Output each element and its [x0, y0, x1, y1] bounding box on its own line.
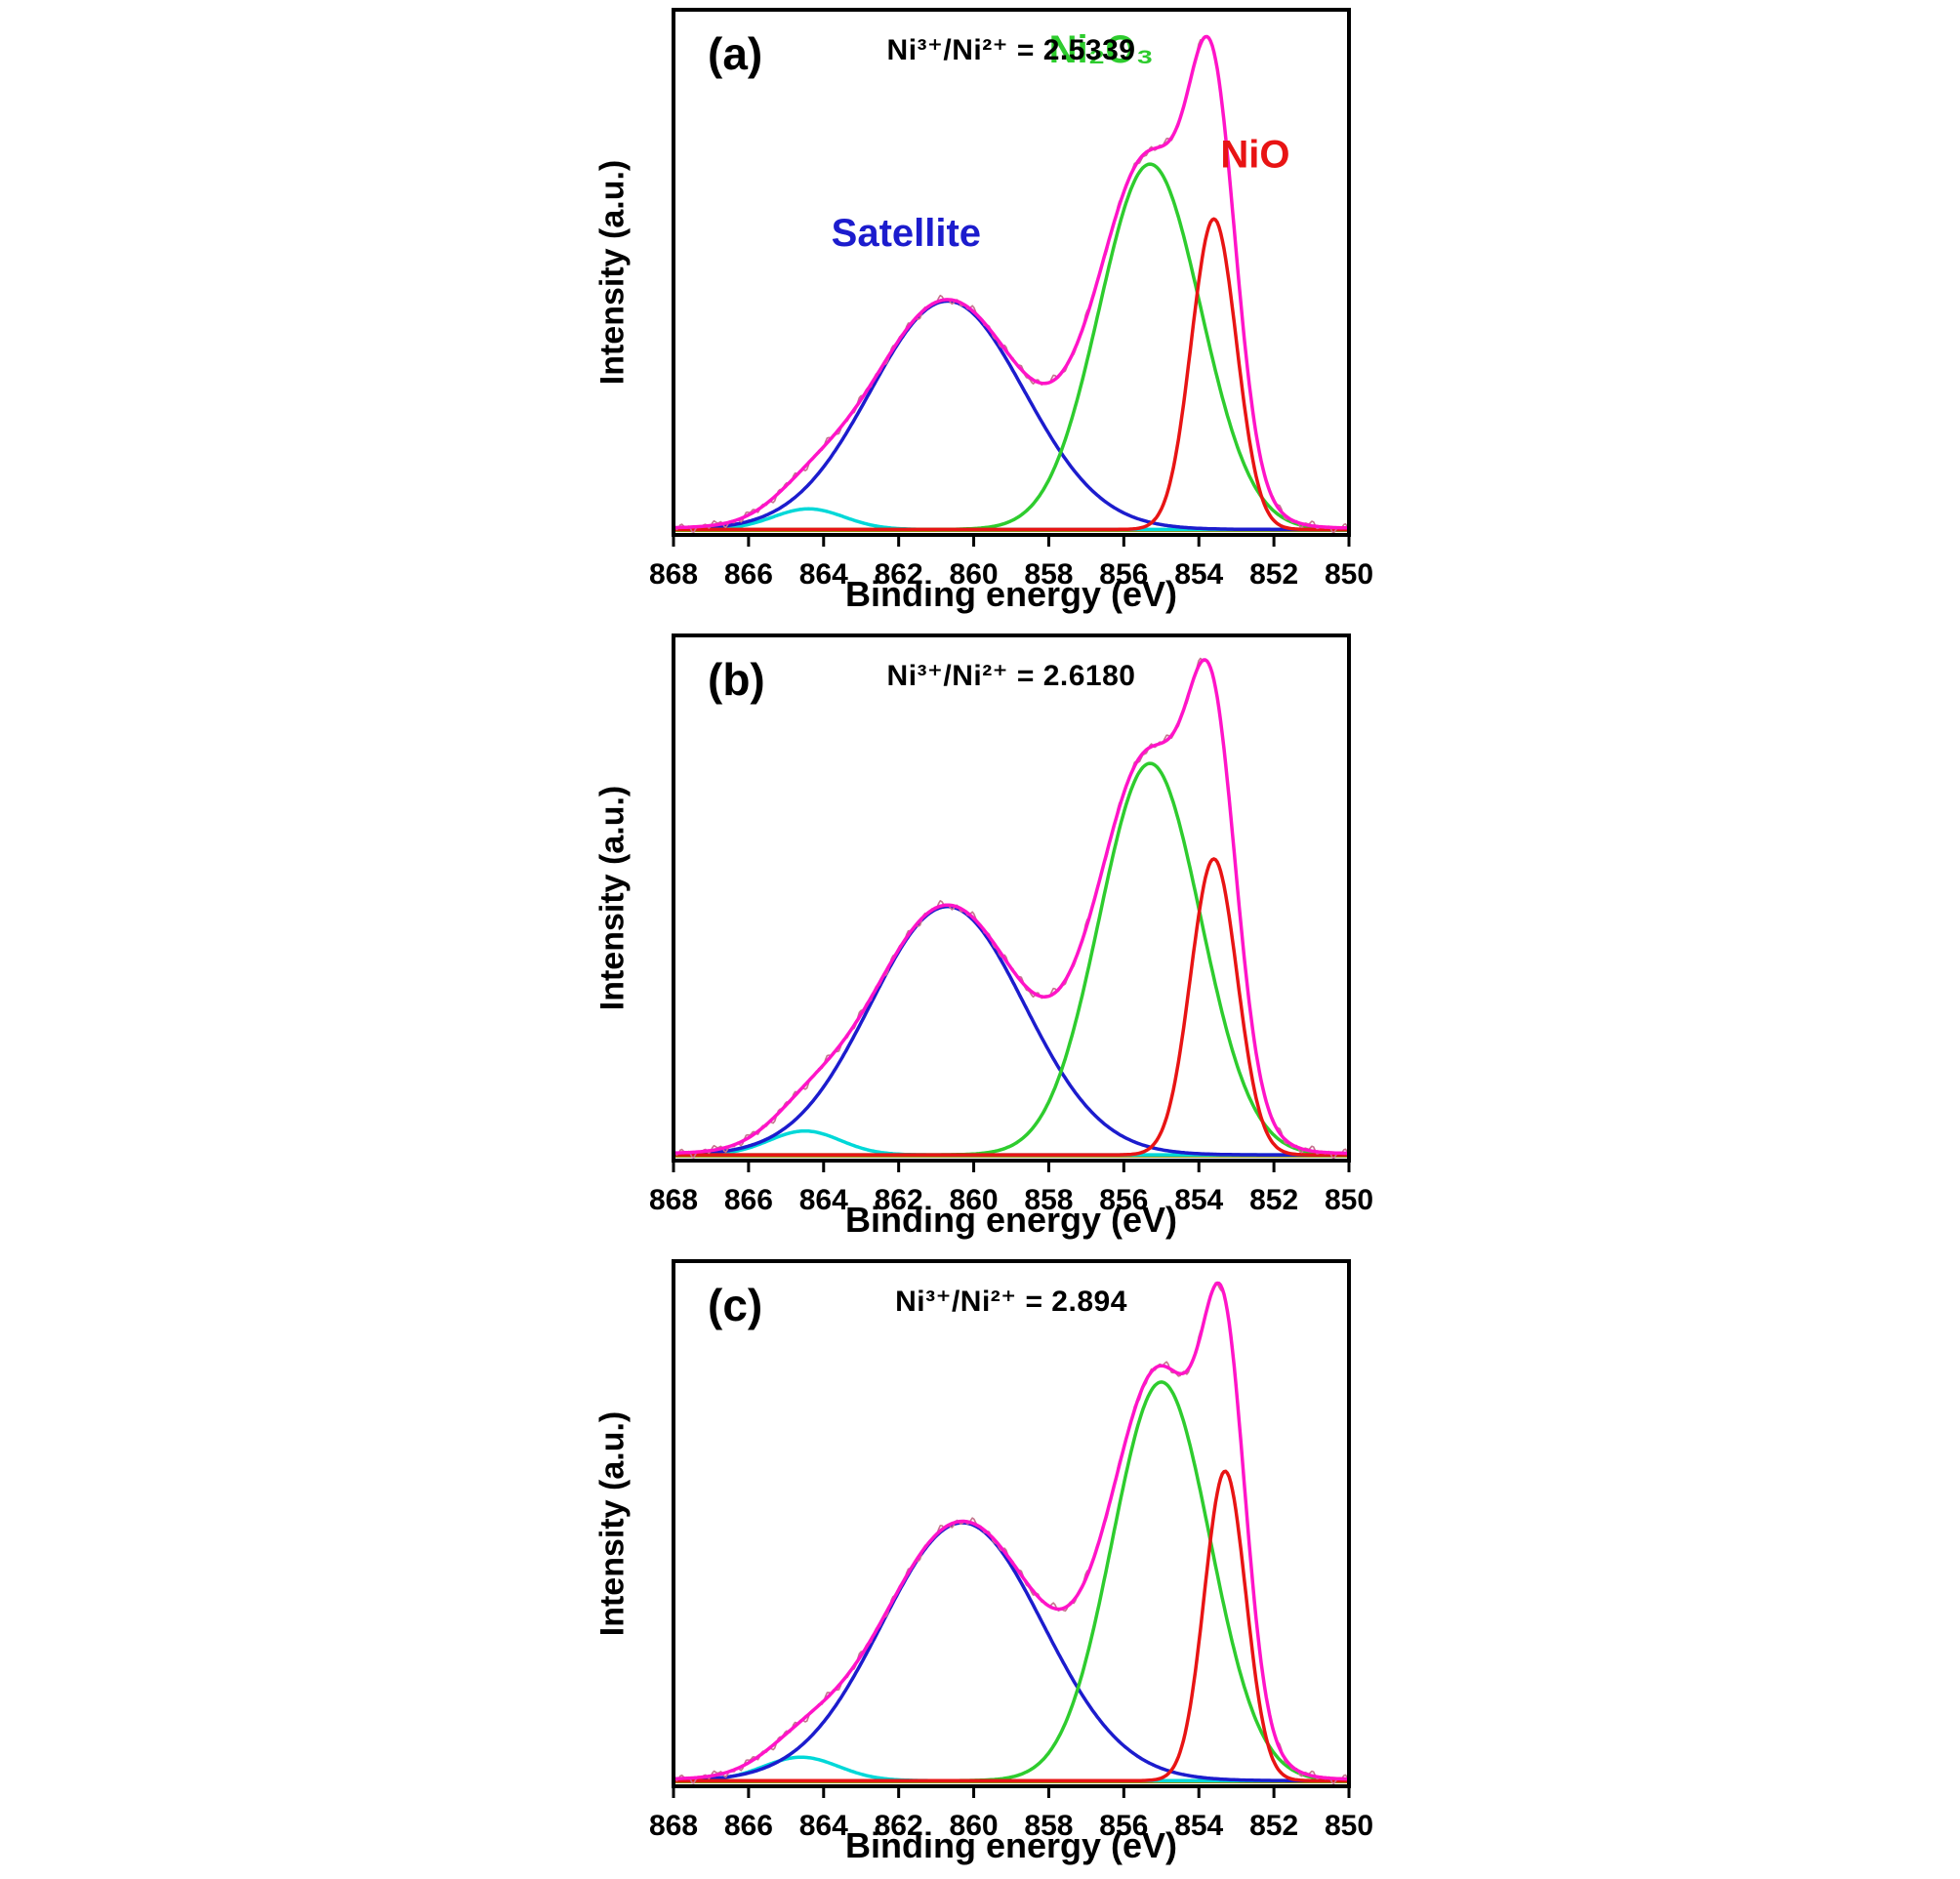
plot-border: [672, 1259, 1351, 1788]
x-tick-label: 852: [1249, 558, 1298, 591]
x-tick-label: 862: [875, 1810, 923, 1842]
series-ni₂o₃: [672, 1380, 1351, 1782]
x-axis-label-c: Binding energy (eV): [844, 1825, 1178, 1865]
series-ni₂o₃: [672, 761, 1351, 1157]
panel-a: 868 866 864 862 860 858 856 854 852 850 Satellite N…: [0, 0, 1960, 626]
x-tick-label: 854: [1174, 1184, 1223, 1216]
series-ni₂o₃: [672, 162, 1351, 532]
plot-border: [672, 8, 1351, 537]
x-tick-label: 862: [875, 1184, 923, 1216]
x-tick-label: 868: [649, 1810, 698, 1842]
xps-chart-c: 868 866 864 862 860 858 856 854 852 850: [649, 1259, 1373, 1842]
x-tick-label: 866: [724, 1810, 773, 1842]
x-tick-label: 850: [1325, 558, 1373, 591]
ratio-title-b: Ni³⁺/Ni²⁺ = 2.6180: [886, 660, 1136, 692]
x-tick-label: 868: [649, 1184, 698, 1216]
series-envelope: [672, 1281, 1351, 1781]
y-axis-label-b: Intensity (a.u.): [593, 785, 632, 1011]
panel-b: 868 866 864 862 860 858 856 854 852 850 (b) Ni³⁺/…: [0, 626, 1960, 1251]
x-tick-label: 856: [1099, 558, 1148, 591]
series-nio: [672, 217, 1351, 532]
y-axis-label-a: Intensity (a.u.): [593, 159, 632, 386]
series-raw-data: [673, 657, 1350, 1160]
series-nio: [672, 857, 1351, 1157]
x-tick-label: 860: [950, 558, 999, 591]
x-tick-label: 856: [1099, 1810, 1148, 1842]
xps-chart-b: 868 866 864 862 860 858 856 854 852 850: [649, 633, 1373, 1216]
x-tick-label: 868: [649, 558, 698, 591]
x-tick-label: 860: [950, 1810, 999, 1842]
series-satellite: [672, 905, 1351, 1157]
series-satellite: [672, 299, 1351, 532]
panel-c: 868 866 864 862 860 858 856 854 852 850 (c) Ni³⁺/…: [0, 1251, 1960, 1877]
x-tick-label: 850: [1325, 1810, 1373, 1842]
x-tick-label: 856: [1099, 1184, 1148, 1216]
series-envelope: [672, 34, 1351, 530]
x-tick-label: 862: [875, 558, 923, 591]
x-tick-label: 850: [1325, 1184, 1373, 1216]
series-raw-data: [673, 34, 1350, 534]
x-tick-label: 852: [1249, 1184, 1298, 1216]
x-tick-label: 864: [799, 1810, 848, 1842]
panel-letter-b: (b): [708, 654, 765, 705]
x-tick-label: 864: [799, 1184, 848, 1216]
ratio-title-c: Ni³⁺/Ni²⁺ = 2.894: [895, 1286, 1127, 1318]
x-axis-label-a: Binding energy (eV): [844, 574, 1178, 614]
ratio-title-a: Ni³⁺/Ni²⁺ = 2.5339: [886, 34, 1136, 66]
panel-letter-c: (c): [708, 1280, 763, 1330]
annotation-ni-o-: Ni₂O₃: [1049, 28, 1154, 71]
x-tick-label: 864: [799, 558, 848, 591]
x-tick-label: 866: [724, 1184, 773, 1216]
series-nio: [672, 1469, 1351, 1782]
x-axis-label-b: Binding energy (eV): [844, 1200, 1178, 1240]
xps-chart-a: 868 866 864 862 860 858 856 854 852 850 Satellite N…: [649, 8, 1373, 591]
x-tick-label: 854: [1174, 558, 1223, 591]
x-tick-label: 866: [724, 558, 773, 591]
y-axis-label-c: Intensity (a.u.): [593, 1410, 632, 1637]
series-envelope: [672, 658, 1351, 1156]
series-satellite: [672, 1521, 1351, 1782]
plot-border: [672, 633, 1351, 1163]
panel-letter-a: (a): [708, 28, 763, 79]
x-tick-label: 858: [1024, 1810, 1073, 1842]
annotation-nio: NiO: [1220, 133, 1289, 176]
x-tick-label: 854: [1174, 1810, 1223, 1842]
annotation-satellite: Satellite: [832, 212, 981, 255]
x-tick-label: 860: [950, 1184, 999, 1216]
x-tick-label: 858: [1024, 558, 1073, 591]
x-tick-label: 852: [1249, 1810, 1298, 1842]
x-tick-label: 858: [1024, 1184, 1073, 1216]
